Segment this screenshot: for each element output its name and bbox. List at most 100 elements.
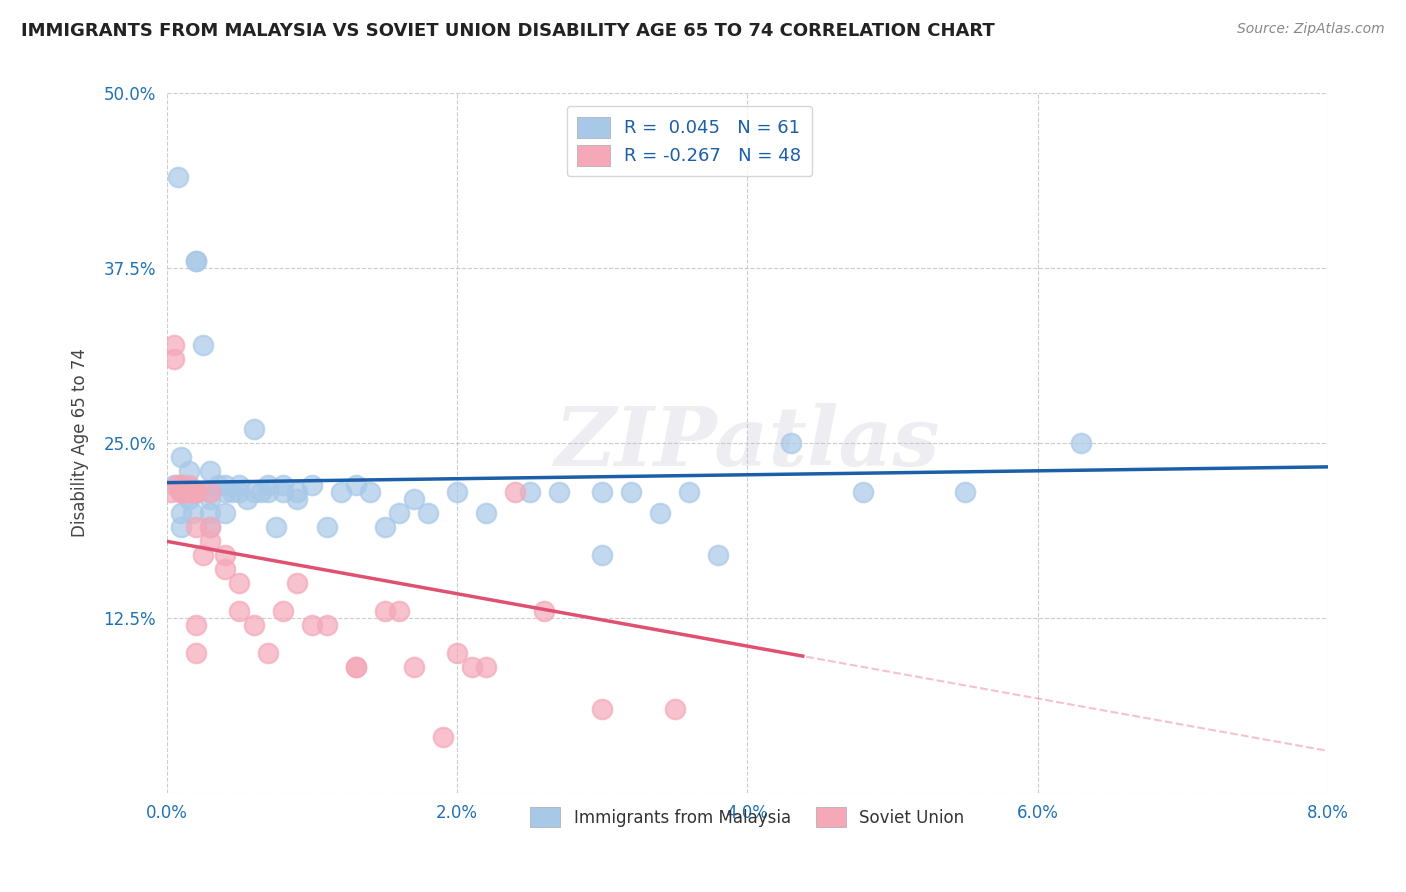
Text: IMMIGRANTS FROM MALAYSIA VS SOVIET UNION DISABILITY AGE 65 TO 74 CORRELATION CHA: IMMIGRANTS FROM MALAYSIA VS SOVIET UNION… <box>21 22 995 40</box>
Point <box>250 485 273 500</box>
Point <box>287 575 309 590</box>
Point <box>207 478 229 492</box>
Point <box>214 478 236 492</box>
Legend: Immigrants from Malaysia, Soviet Union: Immigrants from Malaysia, Soviet Union <box>524 801 972 833</box>
Point <box>200 485 222 500</box>
Point <box>170 485 193 500</box>
Point <box>287 485 309 500</box>
Point <box>184 485 207 500</box>
Point <box>591 702 613 716</box>
Point <box>163 478 186 492</box>
Point <box>200 485 222 500</box>
Point <box>177 485 200 500</box>
Point <box>228 485 250 500</box>
Point <box>184 520 207 534</box>
Point <box>503 485 526 500</box>
Point <box>200 491 222 506</box>
Point <box>707 548 730 562</box>
Point <box>432 730 454 744</box>
Point <box>170 520 193 534</box>
Point <box>374 604 396 618</box>
Point <box>200 506 222 520</box>
Point <box>177 464 200 478</box>
Point <box>170 485 193 500</box>
Point <box>301 617 323 632</box>
Point <box>173 485 195 500</box>
Point <box>475 660 498 674</box>
Point <box>167 170 190 185</box>
Point <box>243 422 266 436</box>
Point <box>200 520 222 534</box>
Point <box>228 478 250 492</box>
Point <box>591 485 613 500</box>
Point <box>519 485 541 500</box>
Point <box>359 485 381 500</box>
Point <box>184 617 207 632</box>
Point <box>214 562 236 576</box>
Point <box>315 617 337 632</box>
Point <box>160 485 183 500</box>
Point <box>163 338 186 352</box>
Point <box>170 478 193 492</box>
Point <box>344 660 367 674</box>
Point <box>620 485 643 500</box>
Point <box>402 491 425 506</box>
Point <box>243 617 266 632</box>
Point <box>184 485 207 500</box>
Point <box>184 254 207 268</box>
Point <box>181 506 204 520</box>
Point <box>214 506 236 520</box>
Point <box>200 464 222 478</box>
Point <box>228 575 250 590</box>
Point <box>271 485 294 500</box>
Point <box>257 646 280 660</box>
Point <box>678 485 700 500</box>
Point <box>650 506 672 520</box>
Point <box>173 478 195 492</box>
Point <box>460 660 482 674</box>
Point <box>170 485 193 500</box>
Point <box>315 520 337 534</box>
Point <box>402 660 425 674</box>
Point <box>166 478 188 492</box>
Point <box>388 506 411 520</box>
Point <box>257 478 280 492</box>
Point <box>177 478 200 492</box>
Point <box>170 485 193 500</box>
Point <box>177 485 200 500</box>
Point <box>953 485 976 500</box>
Point <box>264 520 287 534</box>
Point <box>184 485 207 500</box>
Point <box>664 702 686 716</box>
Point <box>214 485 236 500</box>
Point <box>257 485 280 500</box>
Point <box>200 520 222 534</box>
Point <box>475 506 498 520</box>
Point <box>271 604 294 618</box>
Point <box>163 352 186 367</box>
Point <box>416 506 439 520</box>
Point <box>446 485 468 500</box>
Point <box>235 491 257 506</box>
Point <box>388 604 411 618</box>
Point <box>191 338 214 352</box>
Point <box>243 485 266 500</box>
Point <box>177 491 200 506</box>
Point <box>547 485 569 500</box>
Point <box>184 254 207 268</box>
Point <box>170 485 193 500</box>
Point <box>214 548 236 562</box>
Point <box>852 485 875 500</box>
Point <box>1070 436 1092 450</box>
Point <box>184 646 207 660</box>
Point <box>301 478 323 492</box>
Point <box>287 491 309 506</box>
Point <box>170 450 193 464</box>
Point <box>271 478 294 492</box>
Point <box>177 485 200 500</box>
Point <box>591 548 613 562</box>
Point <box>221 485 243 500</box>
Text: ZIPatlas: ZIPatlas <box>554 403 941 483</box>
Point <box>533 604 555 618</box>
Point <box>780 436 803 450</box>
